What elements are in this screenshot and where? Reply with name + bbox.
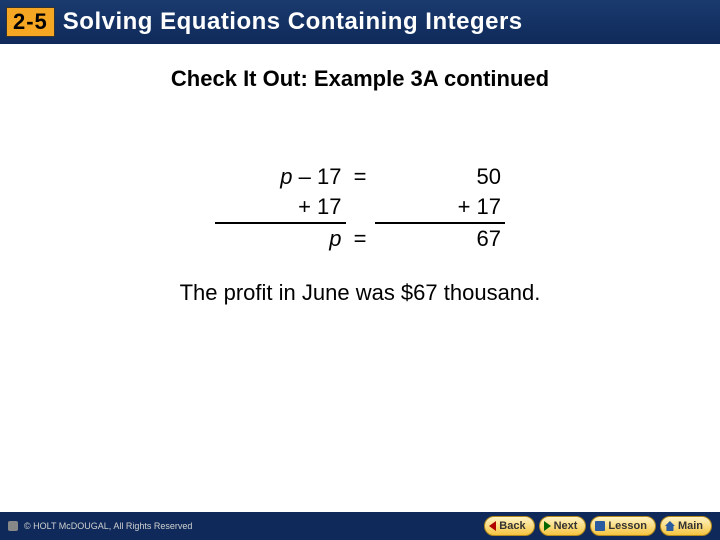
home-icon <box>665 521 675 531</box>
back-label: Back <box>499 520 525 532</box>
equation-row-3: p = 67 <box>215 223 505 254</box>
lesson-button[interactable]: Lesson <box>590 516 656 536</box>
footer-bar: © HOLT McDOUGAL, All Rights Reserved Bac… <box>0 512 720 540</box>
nav-buttons: Back Next Lesson Main <box>484 516 712 536</box>
plus-17-left: + 17 <box>215 192 346 223</box>
value-67: 67 <box>375 223 506 254</box>
equation-table: p – 17 = 50 + 17 + 17 p = 67 <box>215 162 505 254</box>
header-title: Solving Equations Containing Integers <box>63 8 523 36</box>
copyright: © HOLT McDOUGAL, All Rights Reserved <box>8 521 192 531</box>
minus-17: – 17 <box>299 164 342 189</box>
equation-row-2: + 17 + 17 <box>215 192 505 223</box>
equals-sign-2: = <box>346 223 375 254</box>
conclusion-text: The profit in June was $67 thousand. <box>0 280 720 306</box>
variable-p: p <box>280 164 292 189</box>
equation-row-1: p – 17 = 50 <box>215 162 505 192</box>
equation-block: p – 17 = 50 + 17 + 17 p = 67 <box>215 162 505 254</box>
main-label: Main <box>678 520 703 532</box>
equals-sign-1: = <box>346 162 375 192</box>
copyright-text: © HOLT McDOUGAL, All Rights Reserved <box>24 521 192 531</box>
example-subtitle: Check It Out: Example 3A continued <box>0 66 720 92</box>
next-label: Next <box>554 520 578 532</box>
main-button[interactable]: Main <box>660 516 712 536</box>
back-arrow-icon <box>489 521 496 531</box>
variable-p-result: p <box>329 226 341 251</box>
book-icon <box>595 521 605 531</box>
plus-17-right: + 17 <box>375 192 506 223</box>
section-badge: 2-5 <box>6 7 55 37</box>
next-button[interactable]: Next <box>539 516 587 536</box>
publisher-logo-icon <box>8 521 18 531</box>
lesson-label: Lesson <box>608 520 647 532</box>
value-50: 50 <box>375 162 506 192</box>
next-arrow-icon <box>544 521 551 531</box>
header-bar: 2-5 Solving Equations Containing Integer… <box>0 0 720 44</box>
back-button[interactable]: Back <box>484 516 534 536</box>
